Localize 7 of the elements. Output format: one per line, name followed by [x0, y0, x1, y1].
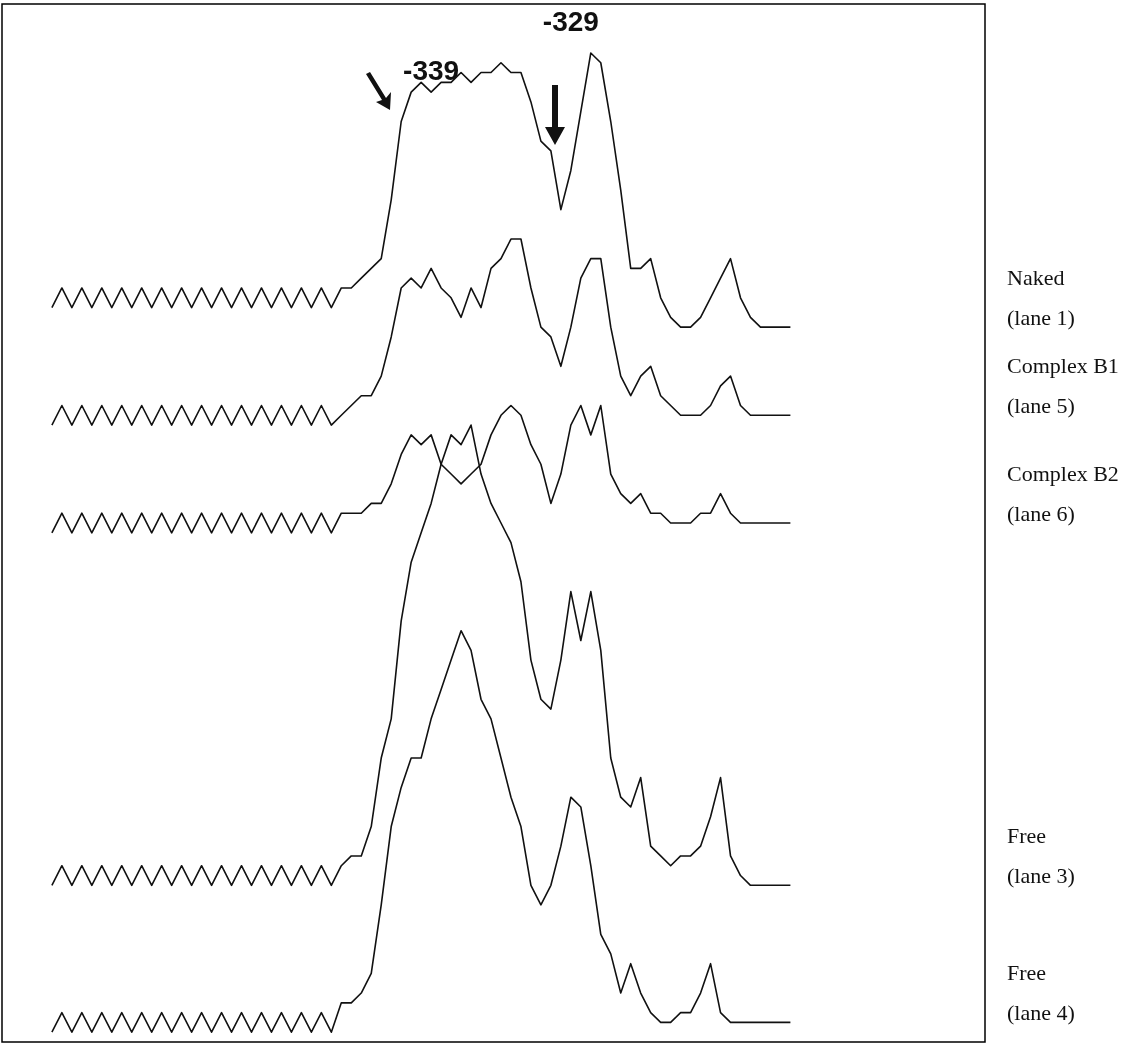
text: Complex B1 (lane 5)	[1007, 353, 1119, 419]
text: -329	[542, 6, 599, 38]
text: Naked (lane 1)	[1007, 264, 1075, 330]
annotation: -339	[403, 55, 460, 87]
text: Free (lane 3)	[1007, 823, 1075, 889]
text: Complex B2 (lane 6)	[1007, 460, 1119, 526]
text: Free (lane 4)	[1007, 960, 1075, 1026]
